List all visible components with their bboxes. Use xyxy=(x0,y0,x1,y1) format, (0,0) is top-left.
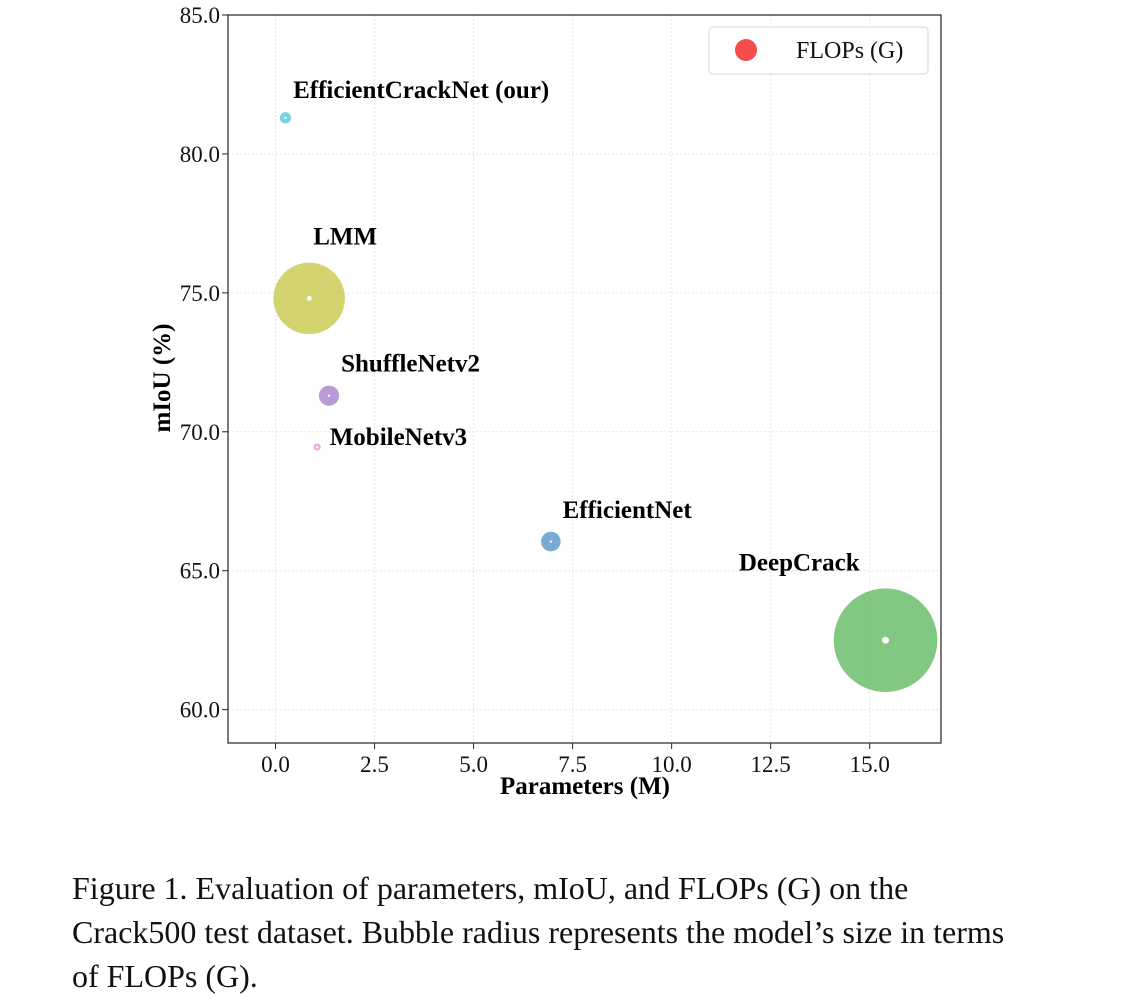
label-lmm: LMM xyxy=(313,224,377,251)
legend: FLOPs (G) xyxy=(708,26,929,75)
bubble-layer xyxy=(273,112,938,692)
y-tick-label: 75.0 xyxy=(180,281,220,306)
bubble-center-mobilenetv3 xyxy=(315,445,319,449)
y-tick-label: 65.0 xyxy=(180,559,220,584)
bubble-center-efficientnet xyxy=(549,540,553,543)
label-mobilenetv3: MobileNetv3 xyxy=(330,424,467,451)
x-tick-label: 15.0 xyxy=(850,752,890,777)
label-efficientnet: EfficientNet xyxy=(563,497,693,524)
y-tick-label: 80.0 xyxy=(180,142,220,167)
x-tick-label: 7.5 xyxy=(558,752,587,777)
x-tick-label: 5.0 xyxy=(459,752,488,777)
x-tick-label: 0.0 xyxy=(261,752,290,777)
y-tick-label: 85.0 xyxy=(180,3,220,28)
label-efficientcracknet-our: EfficientCrackNet (our) xyxy=(293,77,549,104)
label-shufflenetv2: ShuffleNetv2 xyxy=(341,351,480,378)
bubble-center-efficientcracknet-our xyxy=(284,116,287,120)
figure-caption: Figure 1. Evaluation of parameters, mIoU… xyxy=(72,870,1005,994)
y-tick-label: 70.0 xyxy=(180,420,220,445)
bubble-center-deepcrack xyxy=(882,636,890,644)
tick-layer: 0.0 2.5 5.0 7.5 10.0 12.5 15.0 60.0 65.0 70.0 75.0… xyxy=(180,3,890,777)
bubble-center-lmm xyxy=(306,295,312,301)
x-tick-label: 2.5 xyxy=(360,752,389,777)
legend-marker xyxy=(735,39,757,61)
legend-label: FLOPs (G) xyxy=(796,38,903,64)
label-deepcrack: DeepCrack xyxy=(739,549,860,576)
grid-layer xyxy=(228,14,941,743)
point-label-layer: EfficientCrackNet (our) LMM ShuffleNetv2 Mo… xyxy=(293,77,860,576)
bubble-chart: EfficientCrackNet (our) LMM ShuffleNetv2 Mo… xyxy=(149,3,942,800)
y-tick-label: 60.0 xyxy=(180,698,220,723)
legend-box xyxy=(708,26,929,75)
bubble-center-shufflenetv2 xyxy=(327,394,331,397)
x-axis-title: Parameters (M) xyxy=(500,773,670,800)
plot-frame xyxy=(227,14,942,744)
x-tick-label: 12.5 xyxy=(751,752,791,777)
y-axis-title: mIoU (%) xyxy=(149,323,176,432)
x-tick-label: 10.0 xyxy=(652,752,692,777)
